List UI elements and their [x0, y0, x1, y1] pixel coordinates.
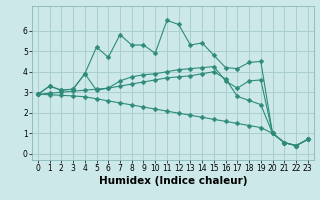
X-axis label: Humidex (Indice chaleur): Humidex (Indice chaleur)	[99, 176, 247, 186]
